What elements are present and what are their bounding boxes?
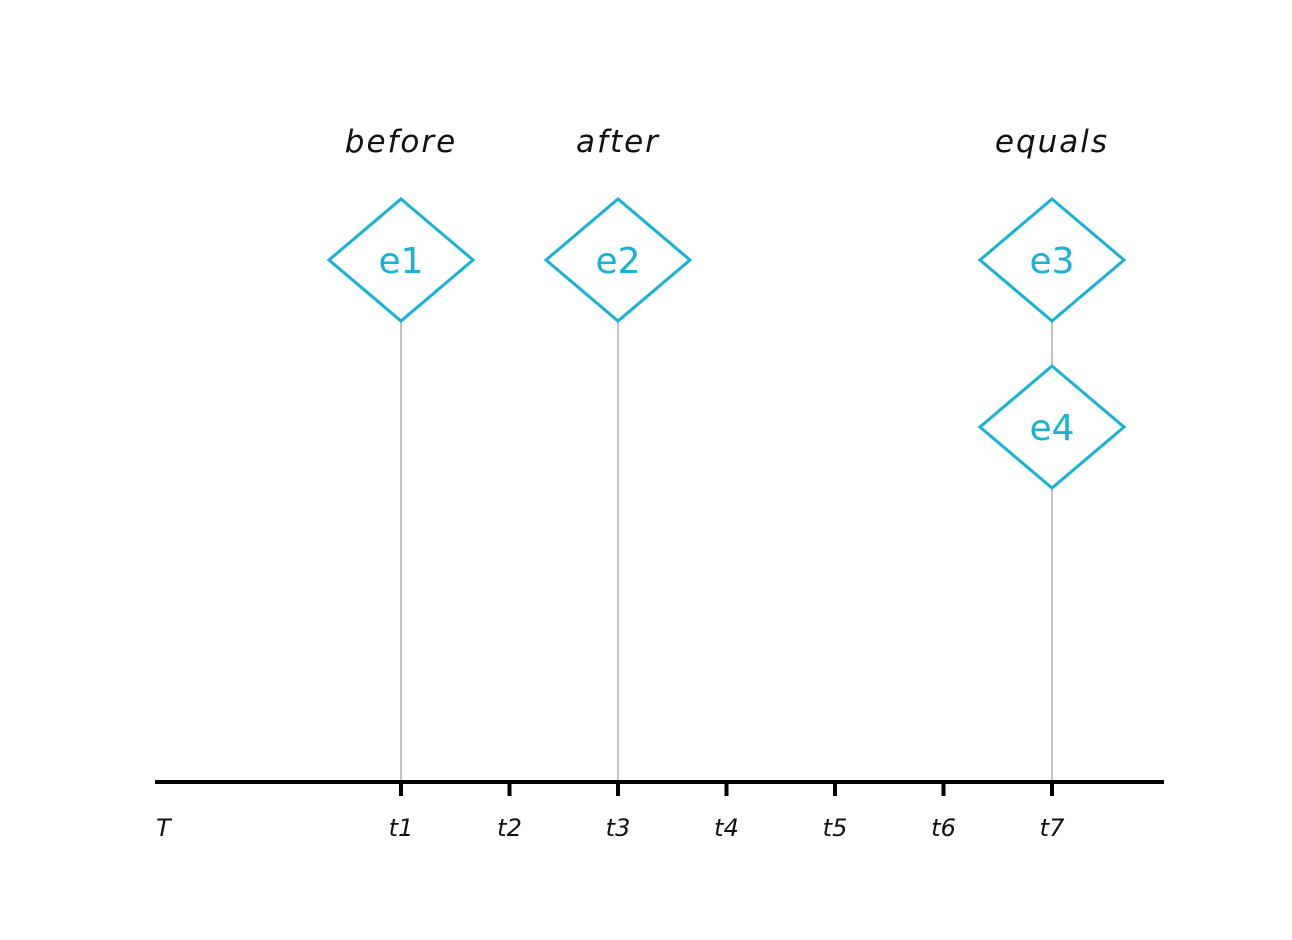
event-e2: e2 [543, 197, 693, 323]
relation-label-before: before [345, 124, 457, 160]
event-diamonds: e1 e2 e3 e4 [326, 197, 1127, 490]
event-diamond-e3 [977, 197, 1127, 323]
relation-label-equals: equals [995, 124, 1109, 160]
tick-label-t4: t4 [714, 814, 739, 842]
event-stems [400, 321, 1053, 782]
event-diamond-e2 [543, 197, 693, 323]
event-e1: e1 [326, 197, 476, 323]
tick-label-t3: t3 [606, 814, 631, 842]
relation-labels: before after equals [345, 124, 1109, 160]
axis-ticks: t1 t2 t3 t4 t5 t6 t7 [389, 780, 1065, 842]
event-e4: e4 [977, 364, 1127, 490]
event-label-e1: e1 [378, 241, 423, 282]
event-diamond-e1 [326, 197, 476, 323]
tick-label-t1: t1 [389, 814, 414, 842]
relation-label-after: after [576, 124, 660, 160]
event-label-e4: e4 [1029, 408, 1074, 449]
event-e3: e3 [977, 197, 1127, 323]
event-diamond-e4 [977, 364, 1127, 490]
tick-label-t7: t7 [1040, 814, 1065, 842]
tick-label-t6: t6 [931, 814, 956, 842]
tick-label-t2: t2 [497, 814, 522, 842]
tick-label-t5: t5 [823, 814, 848, 842]
axis-label: T [156, 814, 173, 842]
event-label-e2: e2 [595, 241, 640, 282]
event-label-e3: e3 [1029, 241, 1074, 282]
